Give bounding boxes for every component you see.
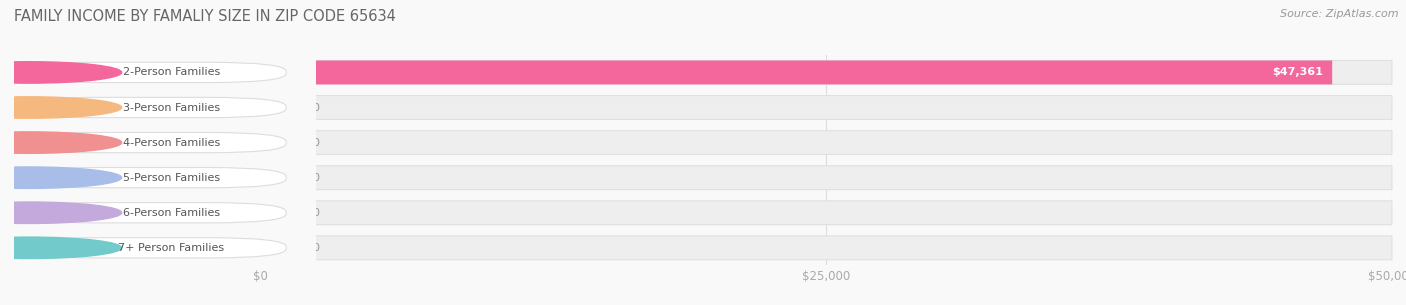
FancyBboxPatch shape <box>260 201 299 225</box>
Text: Source: ZipAtlas.com: Source: ZipAtlas.com <box>1281 9 1399 19</box>
FancyBboxPatch shape <box>20 167 287 188</box>
Text: $47,361: $47,361 <box>1272 67 1323 77</box>
Text: $0: $0 <box>307 208 321 218</box>
FancyBboxPatch shape <box>260 95 1392 120</box>
FancyBboxPatch shape <box>260 131 1392 155</box>
FancyBboxPatch shape <box>260 201 1392 225</box>
Circle shape <box>0 97 122 118</box>
FancyBboxPatch shape <box>20 203 287 223</box>
Text: $0: $0 <box>307 243 321 253</box>
Text: 6-Person Families: 6-Person Families <box>122 208 219 218</box>
Text: 7+ Person Families: 7+ Person Families <box>118 243 225 253</box>
FancyBboxPatch shape <box>260 236 299 260</box>
Text: 3-Person Families: 3-Person Families <box>122 102 219 113</box>
Text: 5-Person Families: 5-Person Families <box>122 173 219 183</box>
FancyBboxPatch shape <box>20 62 287 83</box>
FancyBboxPatch shape <box>20 238 287 258</box>
Text: 2-Person Families: 2-Person Families <box>122 67 219 77</box>
FancyBboxPatch shape <box>260 236 1392 260</box>
FancyBboxPatch shape <box>20 132 287 153</box>
Text: $0: $0 <box>307 138 321 148</box>
Circle shape <box>0 62 122 83</box>
Text: $0: $0 <box>307 102 321 113</box>
Circle shape <box>0 132 122 153</box>
Text: $0: $0 <box>307 173 321 183</box>
FancyBboxPatch shape <box>260 60 1333 84</box>
FancyBboxPatch shape <box>260 166 299 190</box>
Text: FAMILY INCOME BY FAMALIY SIZE IN ZIP CODE 65634: FAMILY INCOME BY FAMALIY SIZE IN ZIP COD… <box>14 9 396 24</box>
FancyBboxPatch shape <box>260 60 1392 84</box>
Circle shape <box>0 167 122 188</box>
FancyBboxPatch shape <box>260 95 299 120</box>
Text: 4-Person Families: 4-Person Families <box>122 138 219 148</box>
FancyBboxPatch shape <box>20 97 287 118</box>
Circle shape <box>0 202 122 224</box>
Circle shape <box>0 237 122 259</box>
FancyBboxPatch shape <box>260 166 1392 190</box>
FancyBboxPatch shape <box>260 131 299 155</box>
